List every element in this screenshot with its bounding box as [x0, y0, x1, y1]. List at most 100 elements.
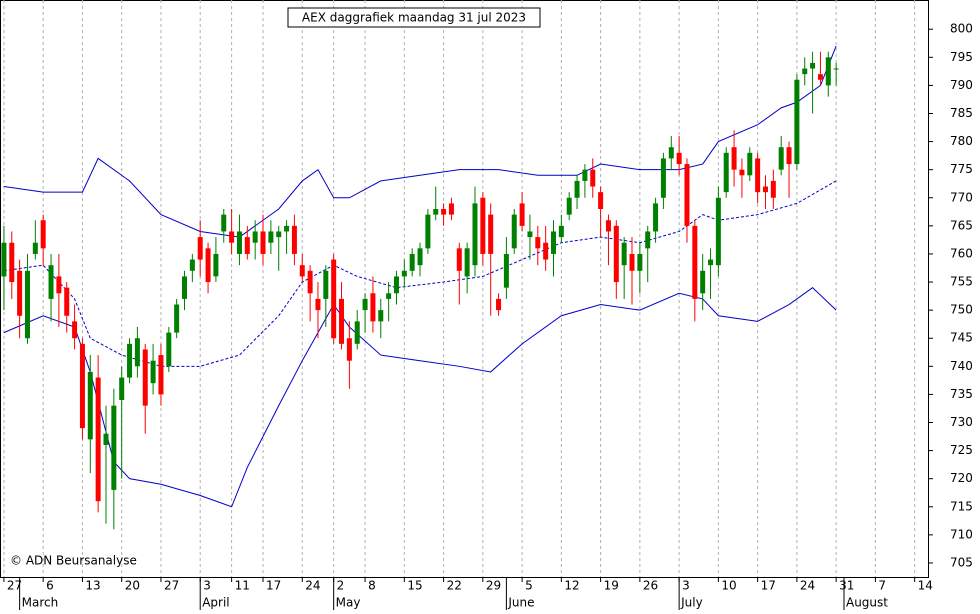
y-tick-label: 795 — [950, 50, 973, 64]
candle-body — [448, 203, 454, 215]
candle-body — [111, 405, 117, 490]
candle-body — [755, 158, 761, 193]
candle-body — [362, 298, 368, 311]
candle-body — [354, 321, 360, 344]
x-tick-label: 10 — [721, 579, 736, 593]
candle-body — [221, 214, 227, 232]
candle-body — [825, 57, 831, 86]
candle-body — [213, 253, 219, 277]
candle-body — [236, 231, 242, 254]
y-tick-label: 705 — [950, 555, 973, 569]
candle-body — [637, 253, 643, 271]
candle-body — [668, 147, 674, 159]
candle-body — [590, 169, 596, 187]
candle-body — [558, 225, 564, 238]
candle-body — [613, 225, 619, 283]
candle-body — [56, 276, 62, 294]
y-tick-label: 775 — [950, 162, 973, 176]
x-tick-label: 8 — [368, 579, 376, 593]
x-tick-label: 20 — [125, 579, 140, 593]
candle-body — [339, 298, 345, 344]
x-tick-label: 7 — [878, 579, 886, 593]
candle-body — [778, 147, 784, 170]
x-tick-label: 24 — [305, 579, 320, 593]
candle-body — [684, 164, 690, 226]
candle-body — [441, 209, 447, 215]
y-tick-label: 710 — [950, 527, 973, 541]
x-tick-label: 14 — [918, 579, 933, 593]
candle-body — [134, 338, 140, 367]
candle-body — [9, 242, 15, 283]
candle-body — [496, 298, 502, 311]
band-line — [3, 180, 837, 367]
month-label: March — [22, 596, 59, 610]
y-tick-label: 725 — [950, 443, 973, 457]
candle-body — [511, 214, 517, 249]
x-tick-label: 27 — [7, 579, 22, 593]
candle-body — [378, 310, 384, 322]
candle-body — [72, 321, 78, 339]
candle-body — [810, 62, 816, 69]
x-tick-label: 2 — [337, 579, 345, 593]
candle-body — [731, 147, 737, 170]
candle-body — [331, 259, 337, 339]
candle-body — [346, 338, 352, 361]
x-tick-label: 31 — [839, 579, 854, 593]
candle-body — [158, 355, 164, 395]
band-line — [3, 287, 837, 508]
plot-frame — [0, 0, 929, 578]
candle-body — [103, 433, 109, 445]
candle-body — [794, 79, 800, 165]
x-tick-label: 3 — [203, 579, 211, 593]
candle-body — [582, 169, 588, 181]
title-box — [287, 7, 541, 28]
candle-body — [621, 242, 627, 266]
candle-body — [605, 220, 611, 232]
candle-body — [700, 270, 706, 294]
candle-body — [315, 298, 321, 311]
candle-body — [786, 147, 792, 165]
x-tick-label: 5 — [525, 579, 533, 593]
candle-body — [79, 343, 85, 429]
x-tick-label: 29 — [486, 579, 501, 593]
x-tick-label: 24 — [800, 579, 815, 593]
bands — [3, 45, 837, 508]
candles — [1, 51, 839, 530]
copyright: © ADN Beursanalyse — [10, 554, 137, 568]
y-tick-label: 790 — [950, 78, 973, 92]
x-tick-label: 3 — [682, 579, 690, 593]
candle-body — [519, 203, 525, 226]
x-tick-label: 22 — [447, 579, 462, 593]
y-tick-label: 755 — [950, 275, 973, 289]
candle-body — [386, 293, 392, 299]
y-tick-label: 770 — [950, 190, 973, 204]
candle-body — [393, 276, 399, 294]
candle-body — [770, 180, 776, 198]
candle-body — [708, 259, 714, 266]
candle-body — [817, 74, 823, 80]
candle-body — [276, 231, 282, 238]
candle-body — [119, 377, 125, 401]
candle-body — [417, 248, 423, 266]
candle-body — [480, 197, 486, 254]
y-tick-label: 765 — [950, 218, 973, 232]
candle-body — [299, 265, 305, 277]
candle-body — [17, 270, 23, 316]
y-tick-label: 800 — [950, 22, 973, 36]
y-tick-label: 735 — [950, 387, 973, 401]
chart-title: AEX daggrafiek maandag 31 jul 2023 — [302, 11, 526, 25]
x-tick-label: 15 — [407, 579, 422, 593]
candle-body — [284, 225, 290, 232]
candle-body — [488, 214, 494, 254]
x-tick-label: 17 — [266, 579, 281, 593]
candle-body — [87, 371, 93, 440]
candle-body — [456, 248, 462, 271]
candle-body — [205, 248, 211, 283]
candle-body — [24, 270, 30, 339]
candle-body — [660, 158, 666, 198]
candle-body — [762, 186, 768, 193]
candle-body — [464, 248, 470, 277]
candle-body — [409, 253, 415, 271]
candle-body — [307, 270, 313, 294]
